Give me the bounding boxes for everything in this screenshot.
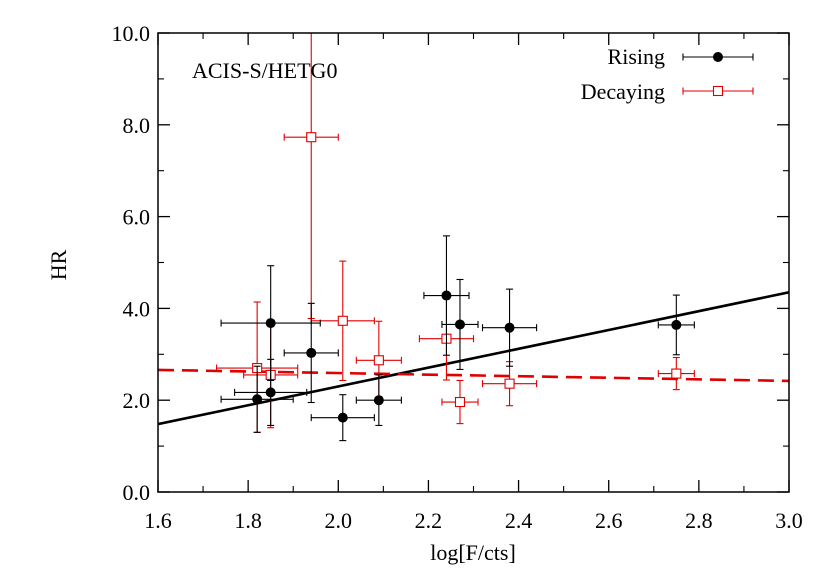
marker-rising (252, 394, 263, 405)
x-tick-label: 3.0 (775, 508, 803, 533)
data-point-rising (355, 374, 402, 426)
x-tick-label: 2.6 (595, 508, 623, 533)
axis-tick-labels: 1.6 1.8 2.0 2.2 2.4 2.6 2.8 3.0 0.0 2.0 4.0 6.0 8.0 1… (112, 21, 803, 533)
y-axis-title: HR (46, 249, 71, 280)
marker-rising (441, 290, 452, 301)
panel-annotation: ACIS-S/HETG0 (192, 58, 337, 83)
marker-decaying (504, 378, 515, 389)
marker-rising (373, 395, 384, 406)
marker-rising (265, 318, 276, 329)
legend-label-rising: Rising (608, 44, 665, 69)
y-tick-label: 0.0 (123, 480, 151, 505)
x-tick-label: 1.6 (144, 508, 172, 533)
marker-decaying (337, 315, 348, 326)
marker-rising (671, 319, 682, 330)
y-tick-label: 8.0 (123, 113, 151, 138)
data-point-rising (283, 302, 339, 404)
marker-decaying (671, 368, 682, 379)
y-tick-label: 6.0 (123, 205, 151, 230)
marker-rising (454, 319, 465, 330)
x-tick-label: 2.2 (415, 508, 443, 533)
y-tick-label: 10.0 (112, 21, 151, 46)
legend-marker (713, 52, 723, 62)
fit-lines (158, 291, 789, 426)
axis-ticks (157, 32, 790, 493)
legend-label-decaying: Decaying (581, 79, 665, 104)
x-tick-label: 1.8 (234, 508, 262, 533)
x-tick-label: 2.0 (325, 508, 353, 533)
x-tick-label: 2.8 (685, 508, 713, 533)
data-points (216, 33, 695, 442)
legend-marker (712, 85, 724, 97)
data-point-decaying (481, 361, 538, 407)
data-point-rising (423, 235, 470, 356)
legend-symbol-decaying (682, 85, 754, 97)
marker-rising (265, 387, 276, 398)
x-tick-label: 2.4 (505, 508, 533, 533)
x-axis-title: log[F/cts] (430, 540, 516, 565)
marker-decaying (373, 355, 384, 366)
data-point-rising (657, 294, 695, 356)
marker-decaying (454, 396, 466, 408)
marker-rising (306, 347, 317, 358)
legend-symbol-rising (682, 52, 754, 62)
data-point-rising (481, 288, 538, 367)
data-point-rising (441, 278, 479, 370)
y-tick-label: 2.0 (123, 388, 151, 413)
y-tick-label: 4.0 (123, 296, 151, 321)
marker-rising (337, 412, 348, 423)
data-point-decaying (657, 356, 695, 391)
legend: Rising Decaying (581, 44, 754, 104)
marker-rising (504, 322, 515, 333)
data-point-rising (220, 265, 321, 382)
fit-line-rising (158, 291, 789, 426)
data-point-decaying (441, 379, 479, 425)
data-point-rising (220, 365, 294, 433)
fit-line-decaying (158, 368, 789, 383)
data-point-rising (310, 394, 375, 442)
data-point-decaying (283, 33, 339, 320)
plot-frame (157, 32, 790, 493)
marker-decaying (306, 132, 317, 143)
